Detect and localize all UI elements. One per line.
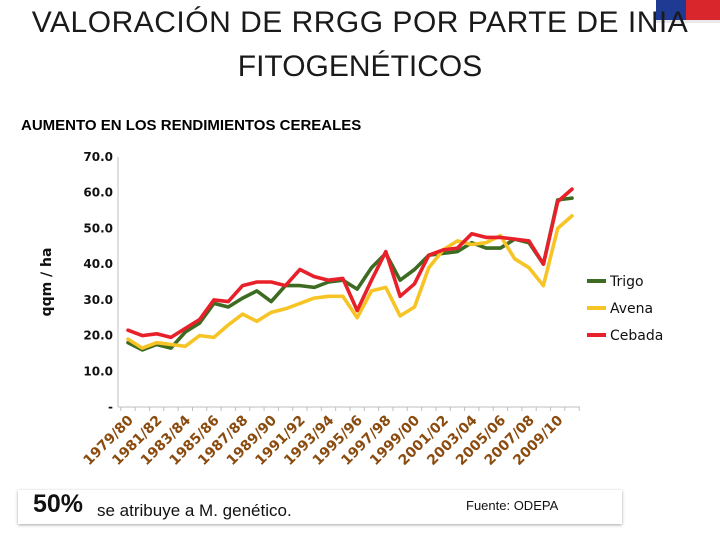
flag-divider	[656, 20, 720, 23]
x-axis-ticks: 1979/801981/821983/841985/861987/881989/…	[81, 407, 580, 469]
y-tick-label: 70.0	[83, 150, 113, 164]
series-line-trigo	[126, 196, 574, 352]
legend: Trigo Avena Cebada	[587, 274, 663, 344]
y-tick-label: 50.0	[83, 221, 113, 235]
y-axis-ticks: - 10.0 20.0 30.0 40.0 50.0 60.0 70.0	[83, 150, 113, 414]
y-tick-label: 40.0	[83, 257, 113, 271]
chart-subtitle: AUMENTO EN LOS RENDIMIENTOS CEREALES	[21, 117, 362, 134]
legend-label-trigo: Trigo	[609, 274, 644, 290]
legend-label-cebada: Cebada	[610, 328, 663, 344]
footer-source: Fuente: ODEPA	[466, 498, 559, 513]
flag-blue-block	[656, 0, 686, 20]
y-tick-label: 30.0	[83, 293, 113, 307]
legend-label-avena: Avena	[610, 301, 653, 317]
series-lines	[126, 187, 574, 352]
flag-red-block	[686, 0, 720, 20]
y-tick-label: 20.0	[83, 329, 113, 343]
y-axis-label: qqm / ha	[39, 248, 55, 317]
footer-percent: 50%	[33, 490, 84, 518]
y-tick-label: -	[108, 400, 113, 414]
page-title-line1: VALORACIÓN DE RRGG POR PARTE DE INIA	[31, 6, 689, 39]
series-line-cebada	[126, 187, 574, 340]
page-title-line2: FITOGENÉTICOS	[237, 50, 483, 83]
line-chart: - 10.0 20.0 30.0 40.0 50.0 60.0 70.0 1979/80198…	[39, 150, 663, 469]
footer-bar	[18, 490, 622, 524]
y-tick-label: 60.0	[83, 186, 113, 200]
footer-attribution: se atribuye a M. genético.	[97, 501, 292, 520]
y-tick-label: 10.0	[83, 364, 113, 378]
